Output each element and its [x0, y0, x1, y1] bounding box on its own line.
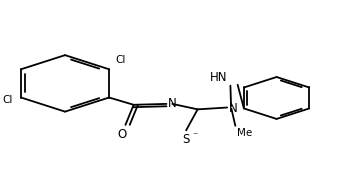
Text: HN: HN [210, 71, 228, 84]
Text: Cl: Cl [2, 95, 13, 105]
Text: O: O [118, 128, 127, 141]
Text: N: N [168, 97, 177, 110]
Text: ⁻: ⁻ [192, 131, 197, 141]
Text: S: S [182, 133, 190, 146]
Text: N: N [229, 102, 238, 115]
Text: Me: Me [237, 128, 252, 138]
Text: Cl: Cl [115, 55, 125, 65]
